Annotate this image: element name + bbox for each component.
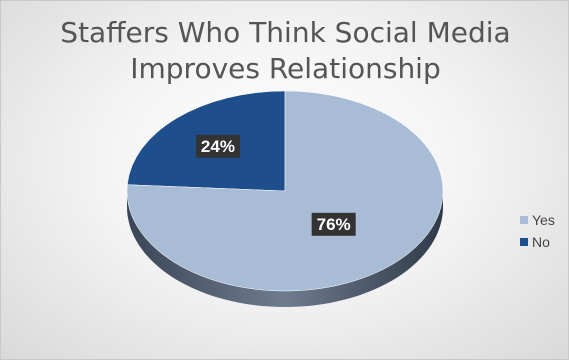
data-label-no-bg — [195, 134, 240, 158]
pie-slice-yes[interactable] — [126, 90, 444, 292]
chart-title-line-1: Staffers Who Think Social Media — [60, 16, 511, 49]
pie-3d-side — [127, 191, 443, 307]
legend-label-yes: Yes — [532, 212, 555, 228]
legend: Yes No — [520, 209, 555, 253]
legend-entry-yes[interactable]: Yes — [520, 209, 555, 231]
data-label-yes-bg — [311, 212, 356, 236]
chart-title-line-2: Improves Relationship — [130, 52, 441, 85]
chart-title: Staffers Who Think Social Media Improves… — [1, 15, 569, 87]
data-label-no: 24% — [201, 137, 235, 156]
legend-entry-no[interactable]: No — [520, 231, 555, 253]
legend-swatch-yes — [520, 216, 528, 224]
legend-swatch-no — [520, 238, 528, 246]
legend-label-no: No — [532, 234, 550, 250]
data-label-yes: 76% — [317, 215, 351, 234]
